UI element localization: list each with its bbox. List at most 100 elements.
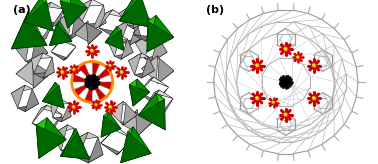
Polygon shape: [25, 34, 46, 42]
Circle shape: [313, 64, 314, 66]
Wedge shape: [92, 82, 100, 102]
Polygon shape: [135, 33, 151, 59]
Polygon shape: [121, 127, 133, 163]
Polygon shape: [32, 123, 53, 133]
Polygon shape: [145, 52, 167, 62]
Polygon shape: [50, 24, 72, 46]
Circle shape: [284, 48, 286, 50]
Polygon shape: [129, 79, 137, 106]
Polygon shape: [129, 53, 141, 75]
Polygon shape: [135, 70, 155, 78]
Circle shape: [312, 96, 316, 101]
Polygon shape: [11, 85, 32, 93]
Polygon shape: [60, 132, 90, 159]
Wedge shape: [73, 82, 92, 96]
Circle shape: [297, 56, 298, 58]
Polygon shape: [121, 39, 133, 59]
Polygon shape: [11, 12, 47, 49]
Circle shape: [272, 101, 274, 103]
Circle shape: [72, 105, 76, 109]
Polygon shape: [33, 74, 50, 88]
Polygon shape: [141, 56, 159, 69]
Polygon shape: [121, 127, 151, 163]
Wedge shape: [92, 63, 107, 82]
Polygon shape: [36, 118, 47, 158]
Polygon shape: [141, 56, 155, 78]
Polygon shape: [60, 0, 72, 28]
Polygon shape: [101, 112, 121, 137]
Wedge shape: [92, 82, 113, 90]
Circle shape: [73, 69, 74, 70]
Polygon shape: [146, 106, 165, 115]
Polygon shape: [110, 101, 123, 123]
Circle shape: [256, 64, 258, 66]
Circle shape: [60, 70, 65, 74]
Polygon shape: [92, 5, 106, 30]
Polygon shape: [108, 36, 127, 43]
Wedge shape: [84, 62, 92, 82]
Circle shape: [95, 104, 96, 105]
Circle shape: [108, 105, 113, 109]
Polygon shape: [78, 0, 104, 7]
Circle shape: [94, 103, 98, 107]
Polygon shape: [51, 100, 69, 105]
Polygon shape: [60, 38, 76, 47]
Wedge shape: [92, 74, 113, 82]
Polygon shape: [105, 10, 127, 18]
Wedge shape: [92, 68, 111, 82]
Polygon shape: [108, 36, 121, 56]
Polygon shape: [119, 4, 133, 26]
Polygon shape: [32, 53, 52, 59]
Circle shape: [73, 68, 76, 71]
Polygon shape: [113, 18, 127, 36]
Polygon shape: [18, 103, 39, 112]
Polygon shape: [139, 93, 158, 103]
Circle shape: [109, 106, 111, 107]
Polygon shape: [88, 137, 103, 163]
Polygon shape: [39, 2, 51, 21]
Polygon shape: [122, 110, 139, 134]
Polygon shape: [32, 53, 43, 74]
Polygon shape: [136, 112, 153, 136]
Polygon shape: [105, 27, 124, 50]
Polygon shape: [56, 11, 75, 22]
Polygon shape: [25, 89, 39, 112]
Polygon shape: [72, 13, 88, 39]
Polygon shape: [149, 77, 169, 87]
Polygon shape: [151, 36, 167, 62]
Polygon shape: [51, 52, 67, 60]
Polygon shape: [78, 155, 103, 163]
Circle shape: [73, 106, 74, 107]
Polygon shape: [123, 104, 137, 125]
Polygon shape: [39, 20, 59, 27]
Polygon shape: [121, 132, 151, 163]
Polygon shape: [129, 24, 141, 45]
Polygon shape: [146, 90, 160, 106]
Polygon shape: [32, 105, 47, 123]
Polygon shape: [42, 82, 64, 108]
Polygon shape: [114, 127, 133, 139]
Circle shape: [256, 97, 258, 99]
Wedge shape: [73, 68, 92, 82]
Polygon shape: [61, 104, 71, 122]
Wedge shape: [78, 63, 92, 82]
Polygon shape: [101, 112, 108, 137]
Polygon shape: [32, 15, 53, 24]
Polygon shape: [47, 115, 62, 133]
Polygon shape: [60, 129, 77, 156]
Polygon shape: [119, 4, 137, 13]
Polygon shape: [13, 34, 31, 61]
Circle shape: [90, 49, 94, 53]
Polygon shape: [138, 93, 165, 115]
Polygon shape: [50, 21, 59, 46]
Polygon shape: [60, 129, 90, 159]
Polygon shape: [74, 21, 90, 42]
Polygon shape: [68, 128, 84, 154]
Circle shape: [91, 49, 93, 51]
Circle shape: [120, 70, 124, 74]
Polygon shape: [115, 52, 133, 59]
Polygon shape: [24, 0, 53, 31]
Polygon shape: [11, 12, 28, 49]
Polygon shape: [50, 21, 72, 46]
Polygon shape: [73, 132, 88, 158]
